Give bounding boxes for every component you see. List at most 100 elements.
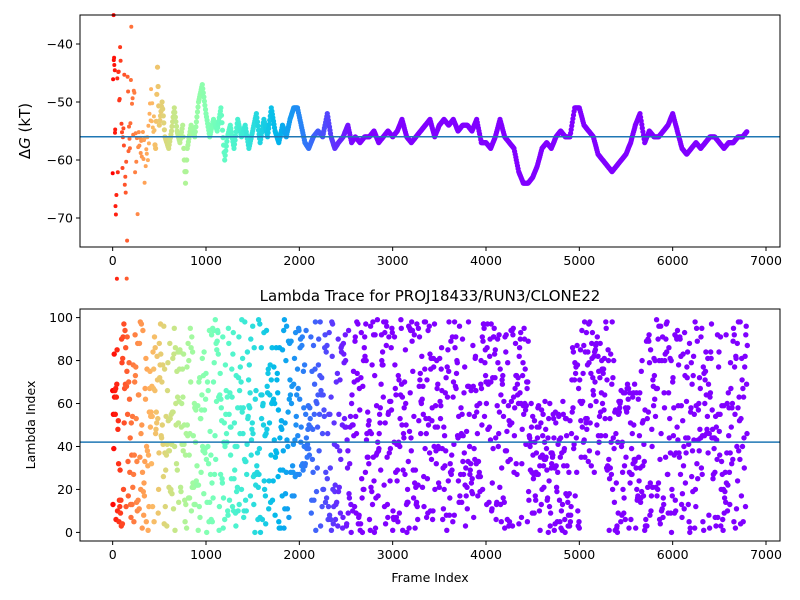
lambda-point bbox=[546, 478, 552, 484]
lambda-point bbox=[675, 362, 682, 368]
delta-g-point bbox=[200, 86, 206, 92]
lambda-point bbox=[441, 433, 448, 439]
lambda-point bbox=[159, 422, 165, 428]
lambda-point bbox=[220, 525, 226, 531]
lambda-point bbox=[587, 420, 593, 426]
lambda-point bbox=[525, 379, 531, 385]
lambda-point bbox=[310, 342, 317, 349]
lambda-point bbox=[443, 448, 449, 454]
lambda-point bbox=[470, 383, 476, 389]
delta-g-point bbox=[201, 94, 207, 100]
lambda-point bbox=[133, 364, 139, 370]
lambda-point bbox=[580, 398, 586, 405]
lambda-point bbox=[590, 392, 597, 398]
lambda-point bbox=[606, 476, 613, 482]
lambda-point bbox=[463, 493, 469, 499]
lambda-point bbox=[367, 323, 374, 329]
lambda-point bbox=[122, 327, 128, 334]
lambda-point bbox=[601, 407, 607, 413]
lambda-point bbox=[372, 372, 378, 379]
lambda-point bbox=[516, 521, 522, 527]
lambda-point bbox=[113, 385, 119, 392]
lambda-point bbox=[652, 413, 659, 420]
lambda-point bbox=[369, 362, 375, 368]
lambda-point bbox=[213, 398, 220, 405]
delta-g-point bbox=[122, 182, 127, 187]
lambda-point bbox=[728, 424, 734, 430]
lambda-point bbox=[195, 403, 201, 409]
lambda-point bbox=[399, 422, 405, 428]
lambda-point bbox=[404, 529, 410, 536]
lambda-point bbox=[550, 415, 557, 422]
lambda-point bbox=[195, 482, 202, 488]
lambda-point bbox=[592, 347, 599, 353]
delta-g-point bbox=[135, 212, 140, 217]
lambda-point bbox=[536, 424, 542, 430]
lambda-point bbox=[366, 516, 373, 523]
delta-g-point bbox=[149, 87, 154, 92]
lambda-point bbox=[329, 353, 335, 359]
lambda-point bbox=[289, 463, 296, 469]
lambda-point bbox=[391, 334, 398, 340]
lambda-point bbox=[170, 409, 176, 415]
lambda-point bbox=[396, 510, 403, 516]
lambda-point bbox=[645, 484, 651, 490]
lambda-point bbox=[668, 510, 674, 516]
lambda-point bbox=[269, 345, 275, 351]
lambda-point bbox=[588, 463, 594, 469]
lambda-point bbox=[166, 448, 173, 454]
lambda-point bbox=[557, 454, 563, 460]
lambda-point bbox=[124, 411, 131, 417]
lambda-point bbox=[353, 430, 360, 437]
delta-g-point bbox=[110, 171, 115, 176]
lambda-point bbox=[503, 349, 509, 355]
lambda-point bbox=[637, 499, 644, 505]
lambda-point bbox=[682, 480, 689, 486]
lambda-point bbox=[455, 478, 462, 484]
lambda-point bbox=[620, 486, 626, 493]
lambda-point bbox=[324, 476, 330, 482]
lambda-point bbox=[308, 334, 314, 340]
lambda-point bbox=[536, 508, 543, 514]
lambda-point bbox=[650, 377, 656, 383]
lambda-point bbox=[456, 323, 463, 329]
delta-g-point bbox=[201, 98, 207, 104]
lambda-point bbox=[335, 523, 341, 529]
lambda-point bbox=[627, 480, 633, 486]
lambda-point bbox=[159, 379, 165, 385]
delta-g-point bbox=[122, 72, 127, 77]
delta-g-point bbox=[132, 90, 137, 95]
lambda-point bbox=[311, 497, 317, 503]
lambda-point bbox=[429, 418, 435, 424]
lambda-point bbox=[180, 394, 186, 400]
lambda-point bbox=[128, 420, 134, 426]
lambda-point bbox=[417, 370, 423, 377]
lambda-point bbox=[238, 486, 245, 493]
lambda-point bbox=[138, 321, 145, 327]
lambda-point bbox=[481, 413, 488, 420]
lambda-point bbox=[132, 379, 138, 385]
lambda-point bbox=[384, 454, 390, 460]
lambda-point bbox=[522, 366, 528, 372]
lambda-point bbox=[416, 383, 422, 389]
lambda-point bbox=[335, 488, 342, 495]
lambda-point bbox=[285, 409, 291, 415]
lambda-point bbox=[310, 426, 316, 432]
lambda-point bbox=[407, 390, 413, 396]
lambda-x-axis-label: Frame Index bbox=[391, 570, 468, 585]
lambda-point bbox=[356, 512, 362, 518]
lambda-point bbox=[442, 390, 448, 396]
lambda-point bbox=[718, 523, 724, 529]
lambda-point bbox=[507, 456, 513, 463]
lambda-point bbox=[320, 486, 327, 493]
lambda-point bbox=[468, 461, 474, 467]
lambda-point bbox=[686, 519, 692, 525]
lambda-point bbox=[132, 332, 138, 338]
lambda-point bbox=[255, 484, 261, 490]
lambda-point bbox=[332, 482, 338, 488]
lambda-point bbox=[257, 529, 264, 536]
lambda-point bbox=[600, 370, 606, 377]
lambda-point bbox=[702, 368, 709, 374]
lambda-point bbox=[188, 345, 194, 351]
lambda-point bbox=[516, 353, 522, 359]
